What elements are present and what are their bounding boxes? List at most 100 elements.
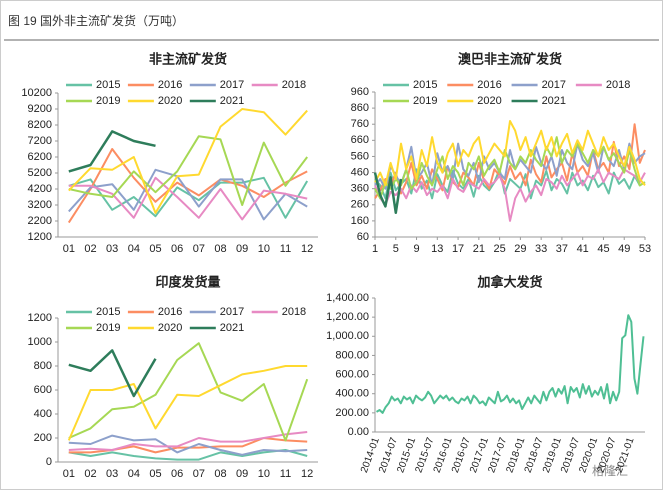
- y-tick-label: 400: [34, 408, 52, 420]
- x-tick-label: 37: [556, 243, 568, 255]
- series-line: [67, 148, 308, 224]
- y-tick-label: 5200: [28, 167, 52, 179]
- legend-label: 2017: [542, 79, 566, 91]
- legend-label: 2015: [96, 306, 120, 318]
- legend-label: 2018: [282, 79, 306, 91]
- y-tick-label: 260: [351, 199, 369, 211]
- x-tick-label: 1: [372, 243, 378, 255]
- y-tick-label: 800: [34, 360, 52, 372]
- x-tick-label: 05: [149, 243, 161, 255]
- y-tick-label: 8200: [28, 119, 52, 131]
- y-tick-label: 600.00: [335, 368, 369, 380]
- legend-label: 2019: [96, 322, 120, 334]
- series-line: [373, 172, 403, 215]
- y-tick-label: 660: [351, 134, 369, 146]
- legend-label: 2020: [477, 95, 501, 107]
- x-tick-label: 10: [258, 468, 270, 480]
- y-tick-label: 9200: [28, 103, 52, 115]
- x-tick-label: 17: [452, 243, 464, 255]
- legend-label: 2021: [220, 95, 244, 107]
- series-line: [68, 342, 309, 442]
- y-tick-label: 1,400.00: [326, 292, 369, 304]
- x-tick-label: 05: [149, 468, 161, 480]
- series-line: [374, 142, 646, 190]
- x-tick-label: 41: [577, 243, 589, 255]
- legend-label: 2017: [220, 306, 244, 318]
- series-line: [374, 168, 646, 222]
- legend-label: 2016: [158, 79, 182, 91]
- legend-label: 2018: [282, 306, 306, 318]
- y-tick-label: 560: [351, 150, 369, 162]
- x-tick-label: 45: [597, 243, 609, 255]
- legend-label: 2019: [96, 95, 120, 107]
- legend-label: 2020: [158, 322, 182, 334]
- y-tick-label: 10200: [21, 87, 52, 99]
- x-tick-label: 9: [413, 243, 419, 255]
- y-tick-label: 3200: [28, 199, 52, 211]
- x-tick-label: 04: [128, 468, 140, 480]
- y-tick-label: 1200: [28, 231, 52, 243]
- x-tick-label: 06: [171, 468, 183, 480]
- series-line: [67, 365, 308, 441]
- series-line: [68, 449, 308, 461]
- y-tick-label: 7200: [28, 135, 52, 147]
- legend-label: 2016: [158, 306, 182, 318]
- x-tick-label: 10: [258, 243, 270, 255]
- legend-label: 2015: [96, 79, 120, 91]
- series-line: [68, 176, 308, 221]
- x-tick-label: 11: [280, 468, 291, 480]
- legend-label: 2021: [542, 95, 566, 107]
- y-tick-label: 60: [357, 231, 369, 243]
- x-tick-label: 08: [214, 243, 226, 255]
- y-tick-label: 4200: [28, 183, 52, 195]
- x-tick-label: 02: [84, 468, 96, 480]
- y-tick-label: 2200: [28, 215, 52, 227]
- series-line: [68, 108, 308, 214]
- watermark: 格隆汇: [592, 463, 628, 478]
- legend-label: 2015: [413, 79, 437, 91]
- y-tick-label: 1,200.00: [326, 311, 369, 323]
- legend-label: 2019: [413, 95, 437, 107]
- series-line: [68, 130, 156, 173]
- x-tick-label: 53: [639, 243, 651, 255]
- series-line: [68, 431, 308, 451]
- y-tick-label: 460: [351, 166, 369, 178]
- legend-label: 2018: [606, 79, 630, 91]
- x-tick-label: 25: [493, 243, 505, 255]
- legend-label: 2017: [220, 79, 244, 91]
- series-line: [374, 120, 646, 187]
- y-tick-label: 0.00: [348, 426, 369, 438]
- x-tick-label: 33: [535, 243, 547, 255]
- chart-title: 澳巴非主流矿发货: [458, 51, 562, 66]
- y-tick-label: 1,000.00: [326, 330, 369, 342]
- x-tick-label: 12: [301, 468, 313, 480]
- y-tick-label: 1000: [28, 336, 52, 348]
- x-tick-label: 09: [236, 468, 248, 480]
- series-line: [68, 135, 308, 206]
- y-tick-label: 600: [34, 384, 52, 396]
- y-tick-label: 760: [351, 118, 369, 130]
- y-tick-label: 1200: [28, 312, 52, 324]
- header-title: 图 19 国外非主流矿发货（万吨）: [8, 13, 184, 28]
- x-tick-label: 08: [214, 468, 226, 480]
- legend-label: 2016: [477, 79, 501, 91]
- x-tick-label: 03: [106, 468, 118, 480]
- y-tick-label: 800.00: [335, 349, 369, 361]
- x-tick-label: 01: [63, 243, 75, 255]
- x-tick-label: 12: [301, 243, 313, 255]
- y-tick-label: 960: [351, 86, 369, 98]
- x-tick-label: 21: [473, 243, 485, 255]
- y-tick-label: 400.00: [335, 388, 369, 400]
- y-tick-label: 860: [351, 102, 369, 114]
- y-tick-label: 6200: [28, 151, 52, 163]
- x-tick-label: 06: [171, 243, 183, 255]
- x-tick-label: 13: [431, 243, 443, 255]
- x-tick-label: 11: [280, 243, 291, 255]
- y-tick-label: 160: [351, 215, 369, 227]
- series-line: [68, 168, 308, 221]
- chart-title: 加拿大发货: [476, 274, 542, 289]
- series-line: [68, 176, 309, 219]
- x-tick-label: 04: [128, 243, 140, 255]
- series-line: [68, 349, 157, 398]
- series-line: [374, 168, 646, 200]
